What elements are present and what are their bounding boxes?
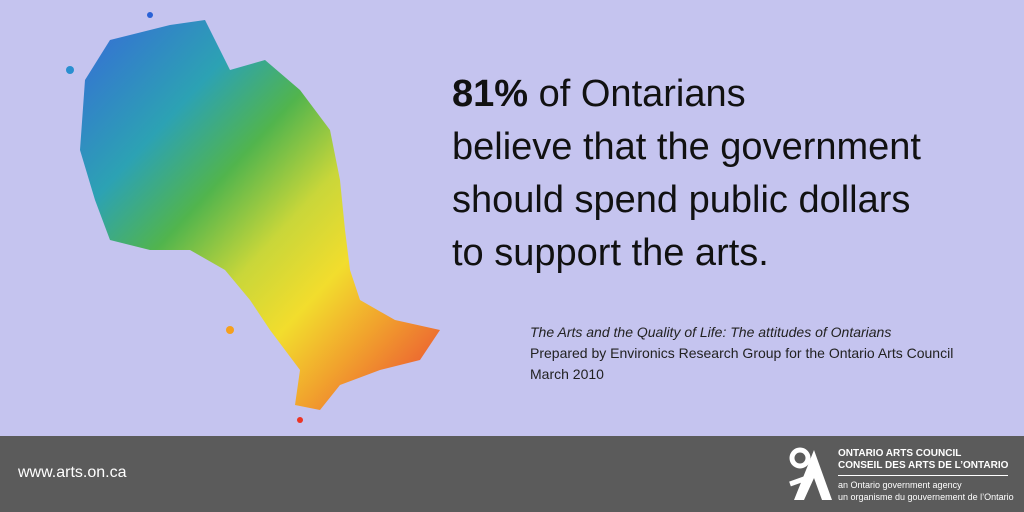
paint-splash xyxy=(66,66,74,74)
stat: 81% xyxy=(452,73,529,115)
headline-text: of Ontarians xyxy=(538,73,746,115)
headline: 81% of Ontarians believe that the govern… xyxy=(452,68,921,280)
org-name-fr: CONSEIL DES ARTS DE L’ONTARIO xyxy=(838,460,1009,471)
map-shape xyxy=(80,20,440,410)
source: The Arts and the Quality of Life: The at… xyxy=(530,322,953,385)
tagline-fr: un organisme du gouvernement de l’Ontari… xyxy=(838,492,1014,502)
paint-splash xyxy=(147,12,153,18)
headline-line: to support the arts. xyxy=(452,232,769,274)
headline-line: 81% of Ontarians xyxy=(452,73,746,115)
source-title: The Arts and the Quality of Life: The at… xyxy=(530,324,892,340)
footer: www.arts.on.ca ONTARIO ARTS COUNCIL CONS… xyxy=(0,436,1024,512)
website-link[interactable]: www.arts.on.ca xyxy=(18,464,127,481)
logo-icon xyxy=(789,447,832,500)
divider xyxy=(838,475,1008,476)
source-author: Prepared by Environics Research Group fo… xyxy=(530,345,954,361)
headline-line: believe that the government xyxy=(452,126,921,168)
headline-line: should spend public dollars xyxy=(452,179,911,221)
tagline-en: an Ontario government agency xyxy=(838,480,962,490)
source-date: March 2010 xyxy=(530,366,604,382)
org-name-en: ONTARIO ARTS COUNCIL xyxy=(838,448,962,459)
ontario-map xyxy=(66,12,440,423)
paint-splash xyxy=(226,326,234,334)
logo-text: ONTARIO ARTS COUNCIL CONSEIL DES ARTS DE… xyxy=(838,448,1014,503)
paint-splash xyxy=(297,417,303,423)
